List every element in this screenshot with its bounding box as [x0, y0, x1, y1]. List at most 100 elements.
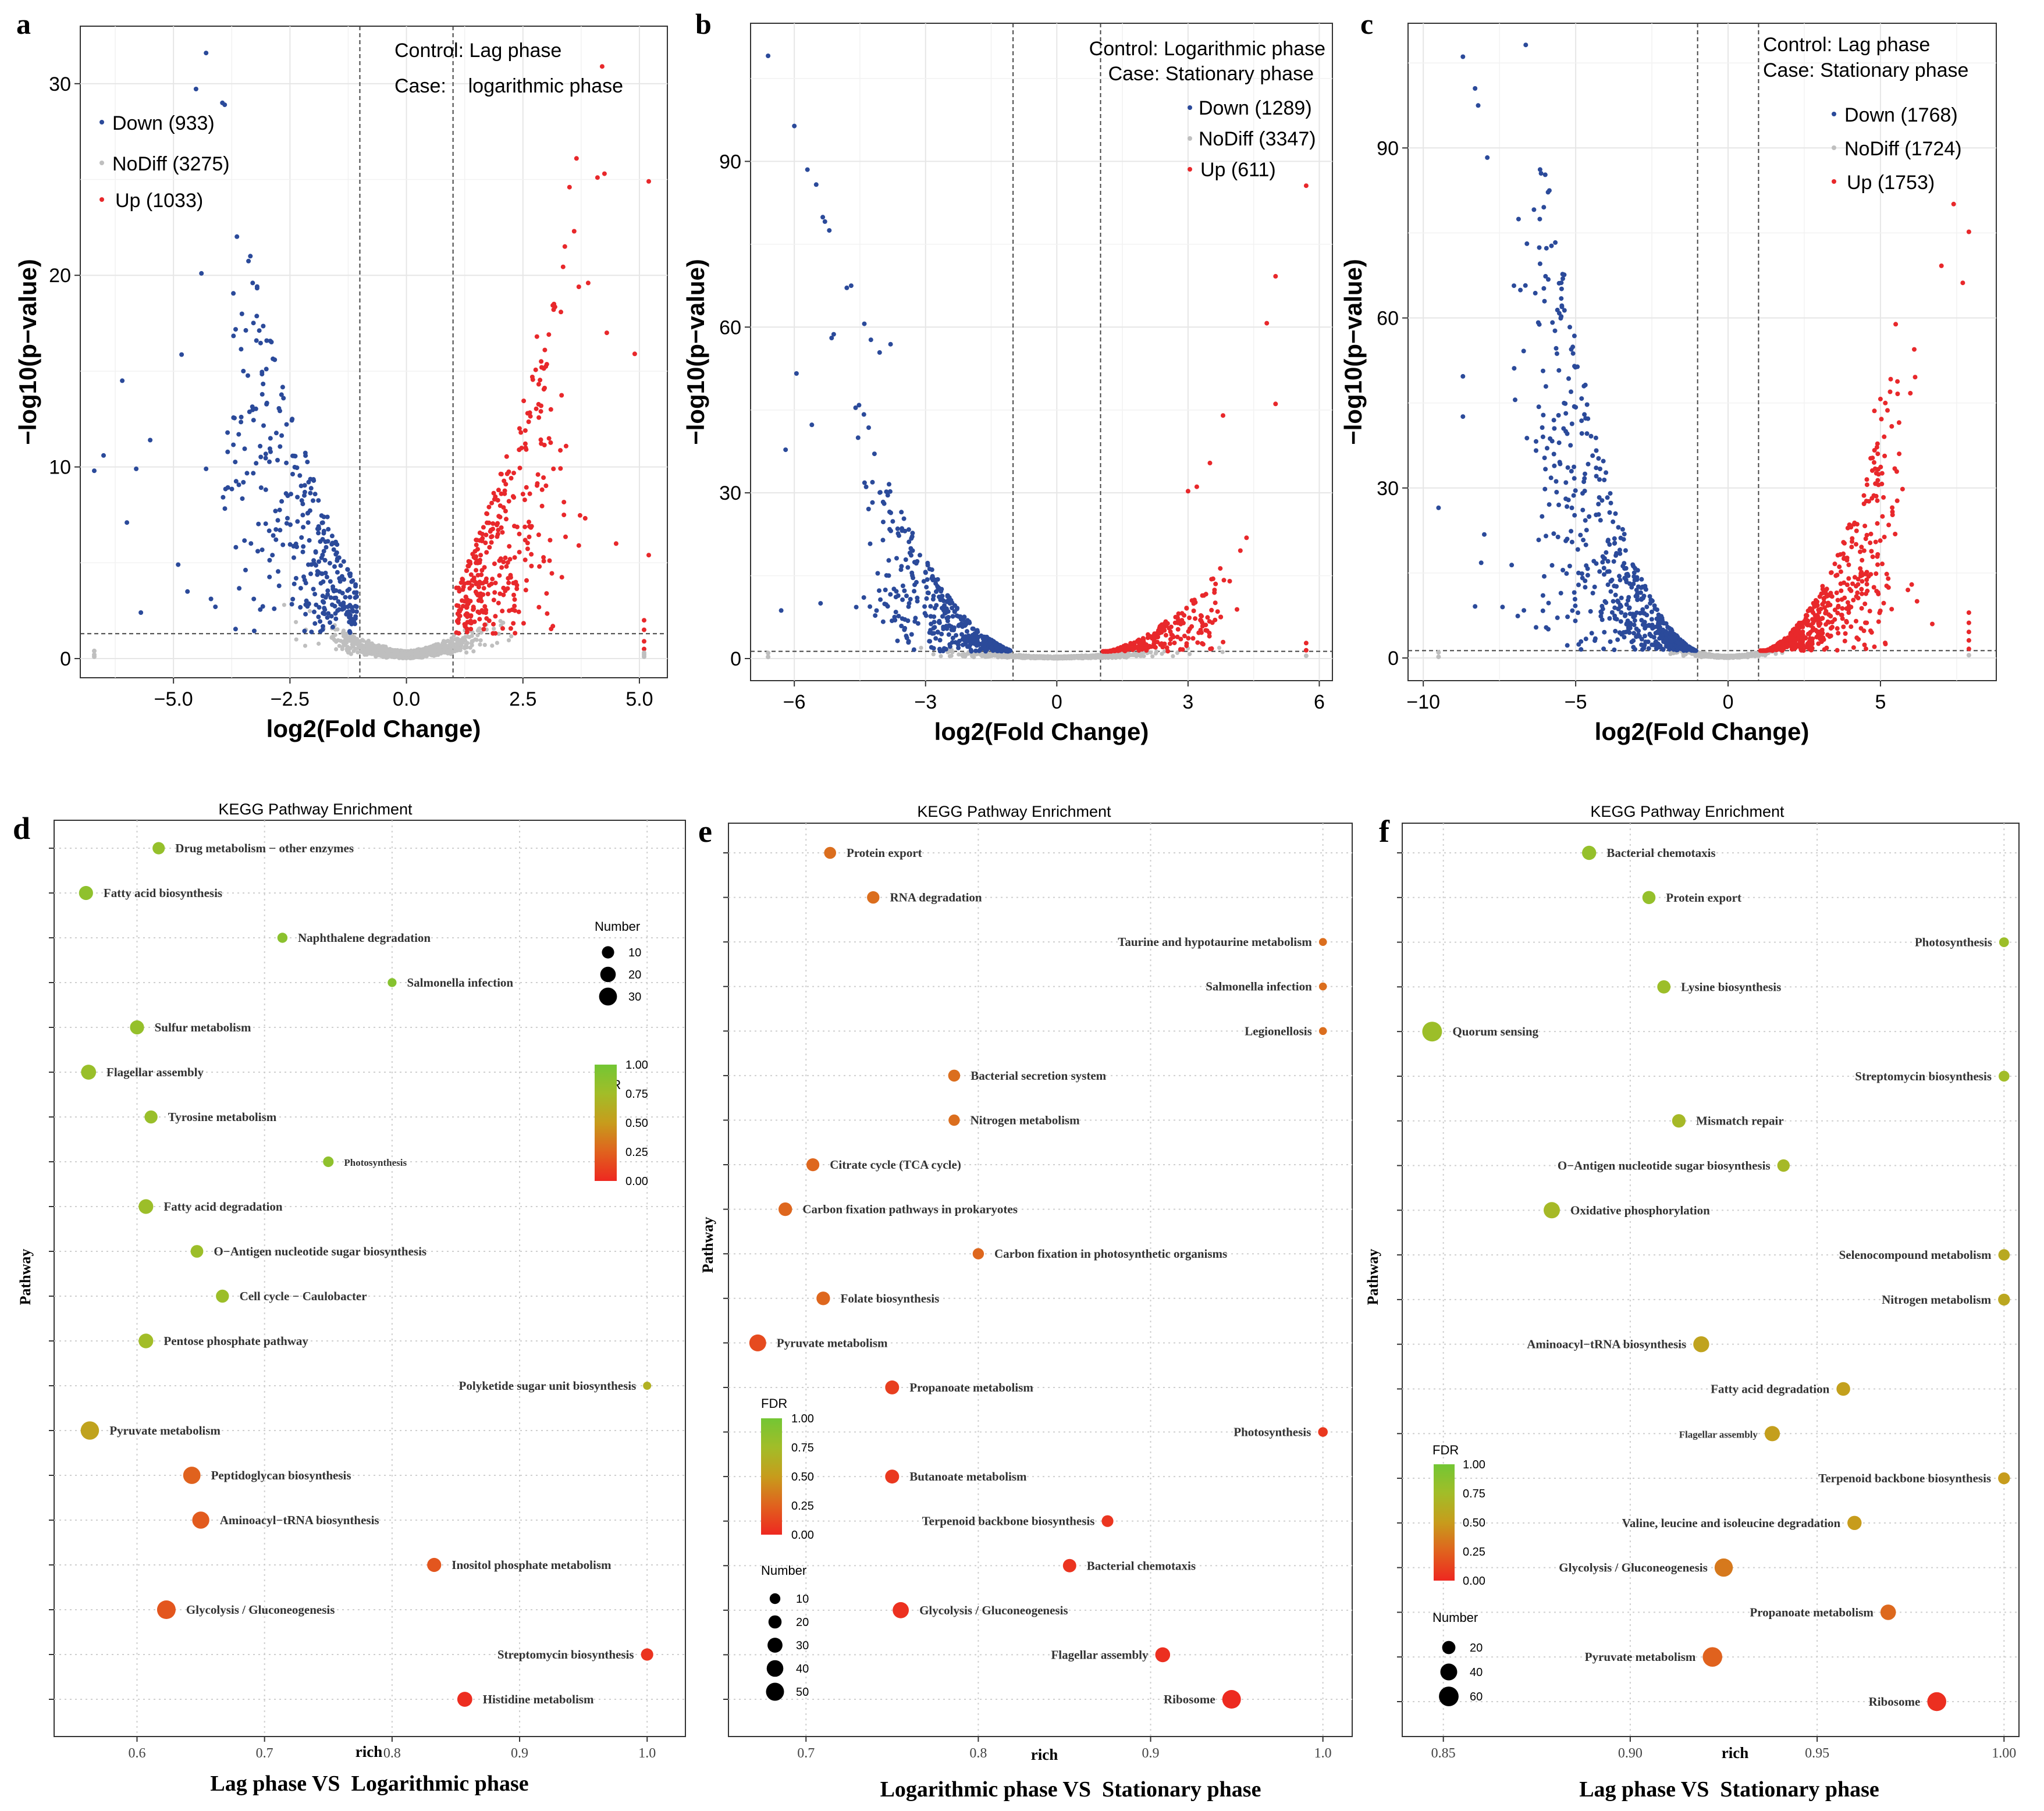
down-point — [1594, 448, 1599, 453]
up-point — [544, 591, 549, 596]
down-point — [1575, 547, 1580, 552]
up-point — [507, 557, 513, 562]
down-point — [233, 545, 239, 550]
up-point — [511, 471, 516, 476]
up-point — [1173, 614, 1178, 620]
down-point — [1663, 636, 1669, 642]
down-point — [872, 451, 877, 457]
down-point — [222, 506, 227, 511]
up-point — [512, 597, 517, 602]
down-point — [233, 460, 238, 465]
down-point — [1516, 216, 1521, 222]
down-point — [1554, 346, 1559, 351]
up-outlier-point — [642, 639, 646, 644]
nodiff-point — [379, 646, 383, 650]
down-point — [921, 579, 926, 584]
down-point — [1537, 216, 1542, 222]
up-point — [491, 490, 496, 496]
down-point — [1554, 351, 1559, 356]
nodiff-point — [415, 654, 420, 659]
up-point — [1849, 545, 1854, 550]
down-point — [1597, 569, 1602, 574]
nodiff-point — [348, 638, 353, 643]
down-point — [236, 482, 241, 488]
up-point — [1152, 631, 1157, 636]
down-point — [1583, 636, 1588, 642]
down-point — [341, 559, 346, 564]
up-outlier-point — [604, 330, 609, 336]
down-point — [911, 647, 916, 652]
nodiff-point — [340, 631, 345, 635]
down-point — [334, 550, 339, 555]
nodiff-point — [1188, 652, 1192, 656]
down-point — [316, 614, 321, 620]
up-point — [466, 564, 471, 569]
down-point — [1605, 495, 1610, 500]
down-point — [1573, 488, 1578, 493]
down-point — [347, 574, 353, 579]
down-point — [354, 604, 359, 609]
down-point — [1642, 611, 1647, 616]
up-point — [1878, 538, 1883, 543]
down-point — [287, 542, 293, 547]
up-point — [517, 550, 522, 555]
up-point — [1830, 625, 1835, 629]
up-point — [481, 586, 486, 591]
nodiff-point — [474, 638, 479, 642]
down-point — [302, 483, 307, 488]
up-point — [1153, 635, 1158, 641]
down-point — [1620, 526, 1625, 532]
nodiff-outlier-point — [1303, 653, 1309, 659]
down-point — [1565, 465, 1570, 470]
down-point — [1627, 581, 1632, 586]
down-point — [258, 443, 263, 449]
up-point — [541, 475, 546, 480]
nodiff-point — [388, 648, 392, 653]
up-point — [541, 558, 546, 564]
nodiff-point — [1701, 652, 1707, 657]
up-point — [1871, 493, 1876, 498]
up-point — [513, 631, 518, 636]
nodiff-outlier-point — [92, 654, 97, 659]
nodiff-point — [1047, 655, 1052, 660]
nodiff-point — [1162, 649, 1167, 654]
x-axis-label: log2(Fold Change) — [266, 715, 481, 742]
up-point — [1913, 375, 1918, 380]
nodiff-point — [317, 641, 321, 646]
nodiff-point — [409, 654, 414, 659]
up-point — [1157, 625, 1162, 631]
down-point — [906, 639, 911, 644]
nodiff-point — [1693, 653, 1698, 657]
up-point — [478, 557, 482, 563]
up-point — [1876, 619, 1881, 624]
down-point — [1542, 298, 1547, 304]
down-point — [1606, 538, 1611, 543]
down-point — [956, 645, 961, 650]
down-point — [193, 87, 198, 91]
down-point — [1579, 418, 1584, 424]
down-point — [929, 621, 934, 627]
up-point — [1881, 495, 1886, 500]
down-point — [1581, 538, 1586, 543]
down-point — [937, 638, 943, 643]
nodiff-point — [471, 649, 476, 654]
down-point — [1583, 542, 1588, 547]
up-point — [1815, 599, 1820, 604]
up-point — [522, 524, 528, 529]
up-point — [1846, 562, 1851, 567]
down-point — [239, 311, 244, 316]
down-point — [231, 291, 236, 296]
down-point — [280, 385, 285, 390]
up-point — [524, 447, 529, 452]
down-point — [1584, 431, 1590, 436]
up-point — [474, 581, 479, 586]
down-point — [950, 606, 955, 611]
down-point — [305, 460, 310, 465]
up-point — [1846, 610, 1851, 615]
down-outlier-point — [820, 215, 826, 220]
up-point — [559, 575, 564, 580]
up-point — [1838, 569, 1843, 574]
down-point — [232, 415, 237, 421]
nodiff-point — [475, 633, 480, 638]
up-point — [460, 577, 465, 582]
